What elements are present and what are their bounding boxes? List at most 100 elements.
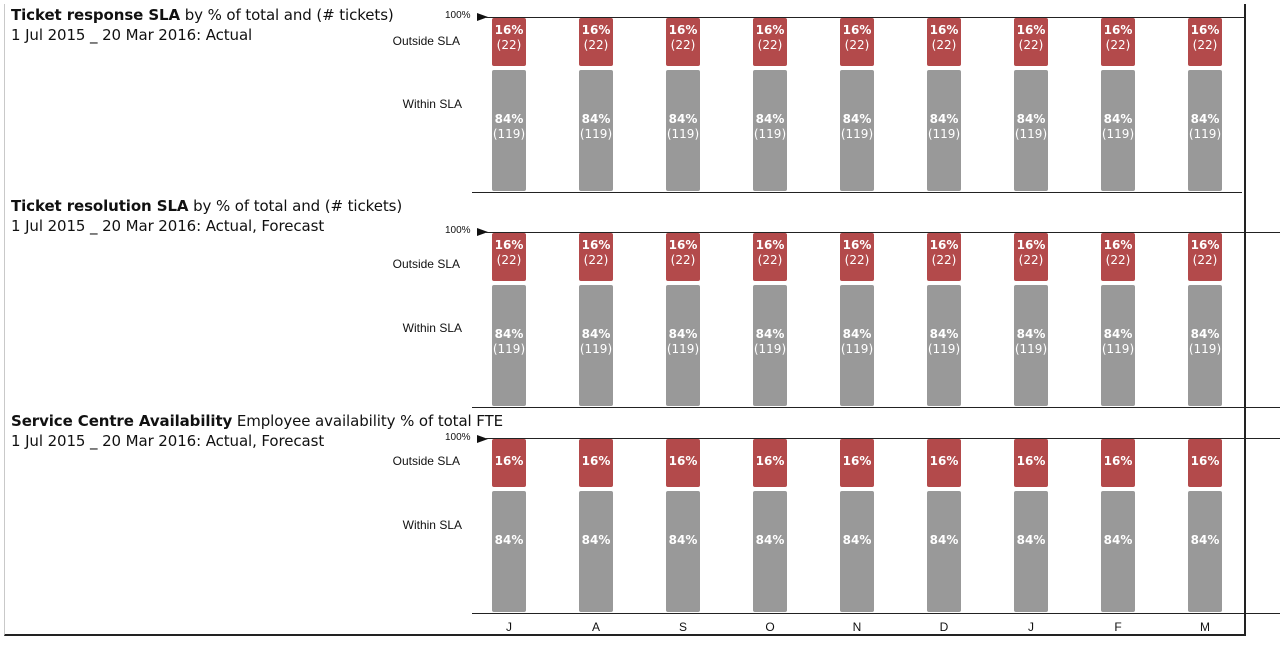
data-label-within-pct: 84% xyxy=(668,327,698,341)
data-label-outside-count: (22) xyxy=(1105,38,1131,52)
bar-outside-sla[interactable]: 16% (22) xyxy=(1188,233,1222,281)
chart-subtitle: 1 Jul 2015 _ 20 Mar 2016: Actual xyxy=(11,26,253,44)
data-label-outside-count: (22) xyxy=(1018,38,1044,52)
bar-outside-sla[interactable]: 16% xyxy=(927,439,961,487)
bar-outside-sla[interactable]: 16% (22) xyxy=(927,233,961,281)
data-label-within-pct: 84% xyxy=(1016,327,1046,341)
axis-top-line xyxy=(486,438,1280,439)
bar-outside-sla[interactable]: 16% (22) xyxy=(1101,233,1135,281)
bar-within-sla[interactable]: 84% xyxy=(492,491,526,612)
data-label-outside: 16% (22) xyxy=(492,23,526,53)
bar-outside-sla[interactable]: 16% (22) xyxy=(840,18,874,66)
x-tick-label: O xyxy=(765,620,775,634)
bar-outside-sla[interactable]: 16% (22) xyxy=(1014,18,1048,66)
data-label-outside: 16% (22) xyxy=(492,238,526,268)
bar-within-sla[interactable]: 84% xyxy=(579,491,613,612)
bar-within-sla[interactable]: 84% (119) xyxy=(1101,70,1135,191)
data-label-outside: 16% (22) xyxy=(579,23,613,53)
data-label-outside-count: (22) xyxy=(757,38,783,52)
bar-within-sla[interactable]: 84% (119) xyxy=(753,70,787,191)
bar-within-sla[interactable]: 84% xyxy=(840,491,874,612)
bar-within-sla[interactable]: 84% (119) xyxy=(1014,70,1048,191)
bar-outside-sla[interactable]: 16% (22) xyxy=(666,233,700,281)
bar-outside-sla[interactable]: 16% (22) xyxy=(753,18,787,66)
data-label-outside-count: (22) xyxy=(1192,253,1218,267)
bar-within-sla[interactable]: 84% xyxy=(666,491,700,612)
data-label-within-pct: 84% xyxy=(1103,112,1133,126)
bar-outside-sla[interactable]: 16% (22) xyxy=(1014,233,1048,281)
bar-within-sla[interactable]: 84% (119) xyxy=(927,285,961,406)
bar-within-sla[interactable]: 84% (119) xyxy=(1188,70,1222,191)
bar-outside-sla[interactable]: 16% (22) xyxy=(1188,18,1222,66)
bar-within-sla[interactable]: 84% (119) xyxy=(840,285,874,406)
data-label-outside-count: (22) xyxy=(496,253,522,267)
bar-outside-sla[interactable]: 16% (22) xyxy=(753,233,787,281)
bar-outside-sla[interactable]: 16% (22) xyxy=(579,18,613,66)
x-tick-label: N xyxy=(852,620,862,634)
bar-within-sla[interactable]: 84% (119) xyxy=(579,285,613,406)
data-label-within-count: (119) xyxy=(753,342,787,356)
axis-baseline xyxy=(472,407,1280,408)
data-label-outside-count: (22) xyxy=(583,38,609,52)
bar-within-sla[interactable]: 84% (119) xyxy=(927,70,961,191)
bar-outside-sla[interactable]: 16% (22) xyxy=(840,233,874,281)
data-label-within-pct: 84% xyxy=(1103,327,1133,341)
bar-outside-sla[interactable]: 16% xyxy=(1188,439,1222,487)
data-label-within-pct: 84% xyxy=(929,112,959,126)
data-label-within: 84% (119) xyxy=(753,327,787,357)
bar-outside-sla[interactable]: 16% (22) xyxy=(492,18,526,66)
data-label-outside-pct: 16% xyxy=(842,23,872,37)
bar-within-sla[interactable]: 84% (119) xyxy=(1101,285,1135,406)
bar-within-sla[interactable]: 84% (119) xyxy=(1014,285,1048,406)
data-label-within: 84% (119) xyxy=(927,327,961,357)
bar-within-sla[interactable]: 84% (119) xyxy=(492,285,526,406)
bar-within-sla[interactable]: 84% (119) xyxy=(492,70,526,191)
bar-outside-sla[interactable]: 16% (22) xyxy=(1101,18,1135,66)
data-label-outside-pct: 16% xyxy=(668,454,698,468)
bar-within-sla[interactable]: 84% (119) xyxy=(666,285,700,406)
bar-outside-sla[interactable]: 16% (22) xyxy=(579,233,613,281)
bar-within-sla[interactable]: 84% xyxy=(1188,491,1222,612)
bar-within-sla[interactable]: 84% xyxy=(753,491,787,612)
data-label-within-pct: 84% xyxy=(1190,112,1220,126)
data-label-outside-pct: 16% xyxy=(1103,238,1133,252)
bar-outside-sla[interactable]: 16% xyxy=(579,439,613,487)
bar-within-sla[interactable]: 84% (119) xyxy=(753,285,787,406)
data-label-within-count: (119) xyxy=(666,342,700,356)
data-label-outside: 16% xyxy=(1188,454,1222,469)
bar-within-sla[interactable]: 84% (119) xyxy=(840,70,874,191)
data-label-outside-pct: 16% xyxy=(581,238,611,252)
data-label-within-pct: 84% xyxy=(842,327,872,341)
bar-outside-sla[interactable]: 16% xyxy=(753,439,787,487)
data-label-within-count: (119) xyxy=(753,127,787,141)
bar-within-sla[interactable]: 84% (119) xyxy=(666,70,700,191)
bar-outside-sla[interactable]: 16% xyxy=(492,439,526,487)
bar-outside-sla[interactable]: 16% (22) xyxy=(492,233,526,281)
bar-outside-sla[interactable]: 16% xyxy=(1101,439,1135,487)
data-label-outside: 16% (22) xyxy=(927,23,961,53)
data-label-outside: 16% (22) xyxy=(1014,238,1048,268)
data-label-within-pct: 84% xyxy=(755,327,785,341)
bar-outside-sla[interactable]: 16% (22) xyxy=(666,18,700,66)
data-label-within: 84% (119) xyxy=(1101,112,1135,142)
data-label-outside-count: (22) xyxy=(757,253,783,267)
chart-subtitle: 1 Jul 2015 _ 20 Mar 2016: Actual, Foreca… xyxy=(11,217,325,235)
data-label-within-pct: 84% xyxy=(581,533,611,547)
bar-within-sla[interactable]: 84% xyxy=(1101,491,1135,612)
bar-outside-sla[interactable]: 16% (22) xyxy=(927,18,961,66)
bar-within-sla[interactable]: 84% xyxy=(1014,491,1048,612)
bar-outside-sla[interactable]: 16% xyxy=(1014,439,1048,487)
data-label-outside-count: (22) xyxy=(1192,38,1218,52)
bar-within-sla[interactable]: 84% (119) xyxy=(1188,285,1222,406)
axis-baseline xyxy=(472,192,1242,193)
data-label-outside-pct: 16% xyxy=(1016,454,1046,468)
data-label-within-count: (119) xyxy=(1188,127,1222,141)
data-label-outside-pct: 16% xyxy=(842,238,872,252)
data-label-outside-pct: 16% xyxy=(929,454,959,468)
bar-within-sla[interactable]: 84% (119) xyxy=(579,70,613,191)
data-label-outside-pct: 16% xyxy=(929,23,959,37)
bar-outside-sla[interactable]: 16% xyxy=(666,439,700,487)
chart-title: Service Centre Availability Employee ava… xyxy=(11,412,503,430)
bar-outside-sla[interactable]: 16% xyxy=(840,439,874,487)
bar-within-sla[interactable]: 84% xyxy=(927,491,961,612)
